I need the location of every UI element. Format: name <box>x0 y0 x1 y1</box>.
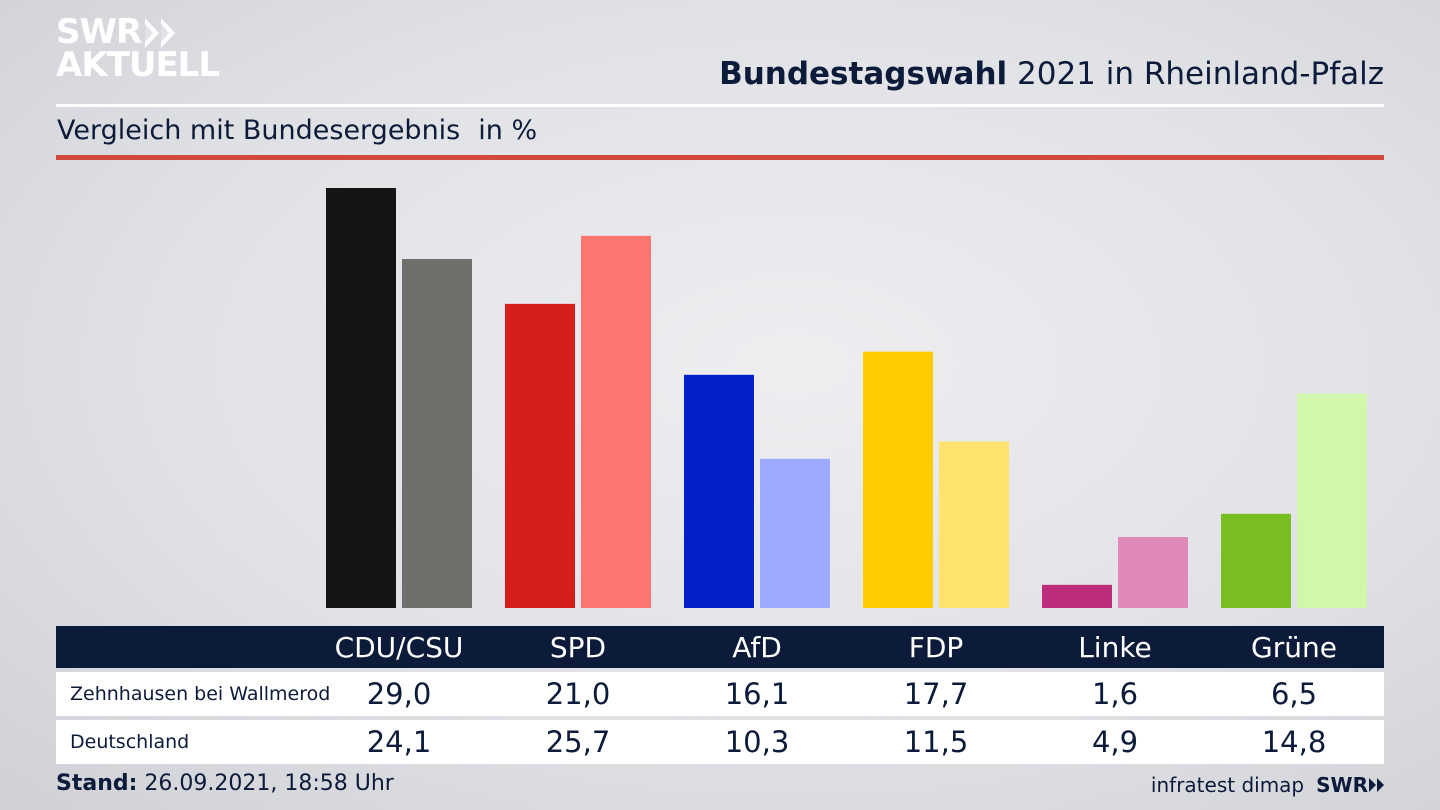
value-linke-national: 4,9 <box>1091 725 1139 759</box>
results-table: CDU/CSU SPD AfD FDP Linke Grüne Zehnhausen be… <box>56 626 1384 764</box>
chevrons-icon <box>145 17 177 48</box>
title-bold: Bundestagswahl <box>719 56 1008 92</box>
category-label-spd: SPD <box>549 630 607 664</box>
header-divider <box>56 104 1384 107</box>
bar-spd-local <box>505 303 575 608</box>
value-spd-local: 21,0 <box>545 677 611 711</box>
category-label-afd: AfD <box>732 630 782 664</box>
bar-linke-local <box>1042 584 1112 608</box>
value-fdp-national: 11,5 <box>903 725 969 759</box>
subtitle-unit: in % <box>478 115 538 146</box>
chevron-icon <box>1369 778 1376 792</box>
value-fdp-local: 17,7 <box>903 677 969 711</box>
category-label-gr-ne: Grüne <box>1251 630 1337 664</box>
value-afd-national: 10,3 <box>724 725 790 759</box>
timestamp: Stand: 26.09.2021, 18:58 Uhr <box>56 771 394 796</box>
bar-cdu-csu-national <box>402 258 472 608</box>
title-rest: 2021 in Rheinland-Pfalz <box>1007 56 1384 92</box>
value-gr-ne-local: 6,5 <box>1270 677 1318 711</box>
stand-value: 26.09.2021, 18:58 Uhr <box>137 771 394 796</box>
source-text: infratest dimap <box>1150 773 1305 797</box>
swr-small-text: SWR <box>1316 773 1368 797</box>
bar-fdp-local <box>863 351 933 608</box>
stand-label: Stand: <box>56 771 138 796</box>
value-linke-local: 1,6 <box>1091 677 1139 711</box>
bar-gr-ne-local <box>1221 513 1291 608</box>
page-title: Bundestagswahl 2021 in Rheinland-Pfalz <box>719 56 1384 92</box>
value-afd-local: 16,1 <box>724 677 790 711</box>
bar-linke-national <box>1118 537 1188 608</box>
bar-spd-national <box>581 235 651 609</box>
category-label-fdp: FDP <box>908 630 964 664</box>
value-cdu-csu-local: 29,0 <box>366 677 432 711</box>
bar-cdu-csu-local <box>326 188 396 608</box>
category-label-linke: Linke <box>1078 630 1152 664</box>
chart-subtitle: Vergleich mit Bundesergebnis in % <box>57 115 537 146</box>
bar-afd-local <box>684 374 754 608</box>
row-label-local: Zehnhausen bei Wallmerod <box>70 683 331 705</box>
table-header-row: CDU/CSU SPD AfD FDP Linke Grüne <box>56 626 1384 668</box>
bar-afd-national <box>760 458 830 608</box>
logo-line-2: AKTUELL <box>56 45 220 85</box>
table-row-local: Zehnhausen bei Wallmerod 29,0 21,0 16,1 17,… <box>56 672 1384 716</box>
swr-small-logo: SWR <box>1316 773 1384 797</box>
bar-gr-ne-national <box>1297 393 1367 608</box>
source-credit: infratest dimap SWR <box>1151 773 1384 797</box>
subtitle-divider <box>56 155 1384 160</box>
chevron-icon <box>1377 778 1384 792</box>
subtitle-text: Vergleich mit Bundesergebnis <box>57 115 461 146</box>
category-label-cdu-csu: CDU/CSU <box>334 630 464 664</box>
bar-fdp-national <box>939 441 1009 608</box>
value-spd-national: 25,7 <box>545 725 611 759</box>
table-row-national: Deutschland 24,1 25,7 10,3 11,5 4,9 14,8 <box>56 720 1384 764</box>
value-gr-ne-national: 14,8 <box>1261 725 1327 759</box>
value-cdu-csu-national: 24,1 <box>366 725 432 759</box>
logo-line-1: SWR <box>56 12 142 52</box>
row-label-national: Deutschland <box>70 731 190 753</box>
swr-aktuell-logo: SWR AKTUELL <box>56 12 220 85</box>
